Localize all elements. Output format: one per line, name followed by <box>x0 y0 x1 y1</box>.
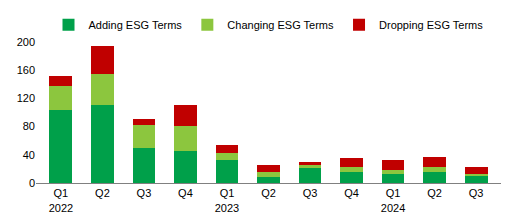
svg-text:40: 40 <box>23 149 35 161</box>
svg-text:200: 200 <box>17 36 35 48</box>
svg-text:Q12022: Q12022 <box>49 187 73 213</box>
svg-text:Q4: Q4 <box>178 187 193 199</box>
svg-text:Q2: Q2 <box>427 187 442 199</box>
svg-text:Q2: Q2 <box>261 187 276 199</box>
svg-text:Adding ESG Terms: Adding ESG Terms <box>89 19 183 31</box>
svg-text:80: 80 <box>23 120 35 132</box>
svg-text:Dropping ESG Terms: Dropping ESG Terms <box>379 19 483 31</box>
svg-text:160: 160 <box>17 64 35 76</box>
svg-text:Q3: Q3 <box>303 187 318 199</box>
svg-text:Q3: Q3 <box>137 187 152 199</box>
svg-text:Q4: Q4 <box>344 187 359 199</box>
svg-text:Q12024: Q12024 <box>381 187 405 213</box>
svg-text:0: 0 <box>29 177 35 189</box>
svg-text:Q2: Q2 <box>95 187 110 199</box>
svg-text:Changing ESG Terms: Changing ESG Terms <box>227 19 334 31</box>
svg-text:Q12023: Q12023 <box>215 187 239 213</box>
svg-text:Q3: Q3 <box>469 187 484 199</box>
svg-text:120: 120 <box>17 92 35 104</box>
